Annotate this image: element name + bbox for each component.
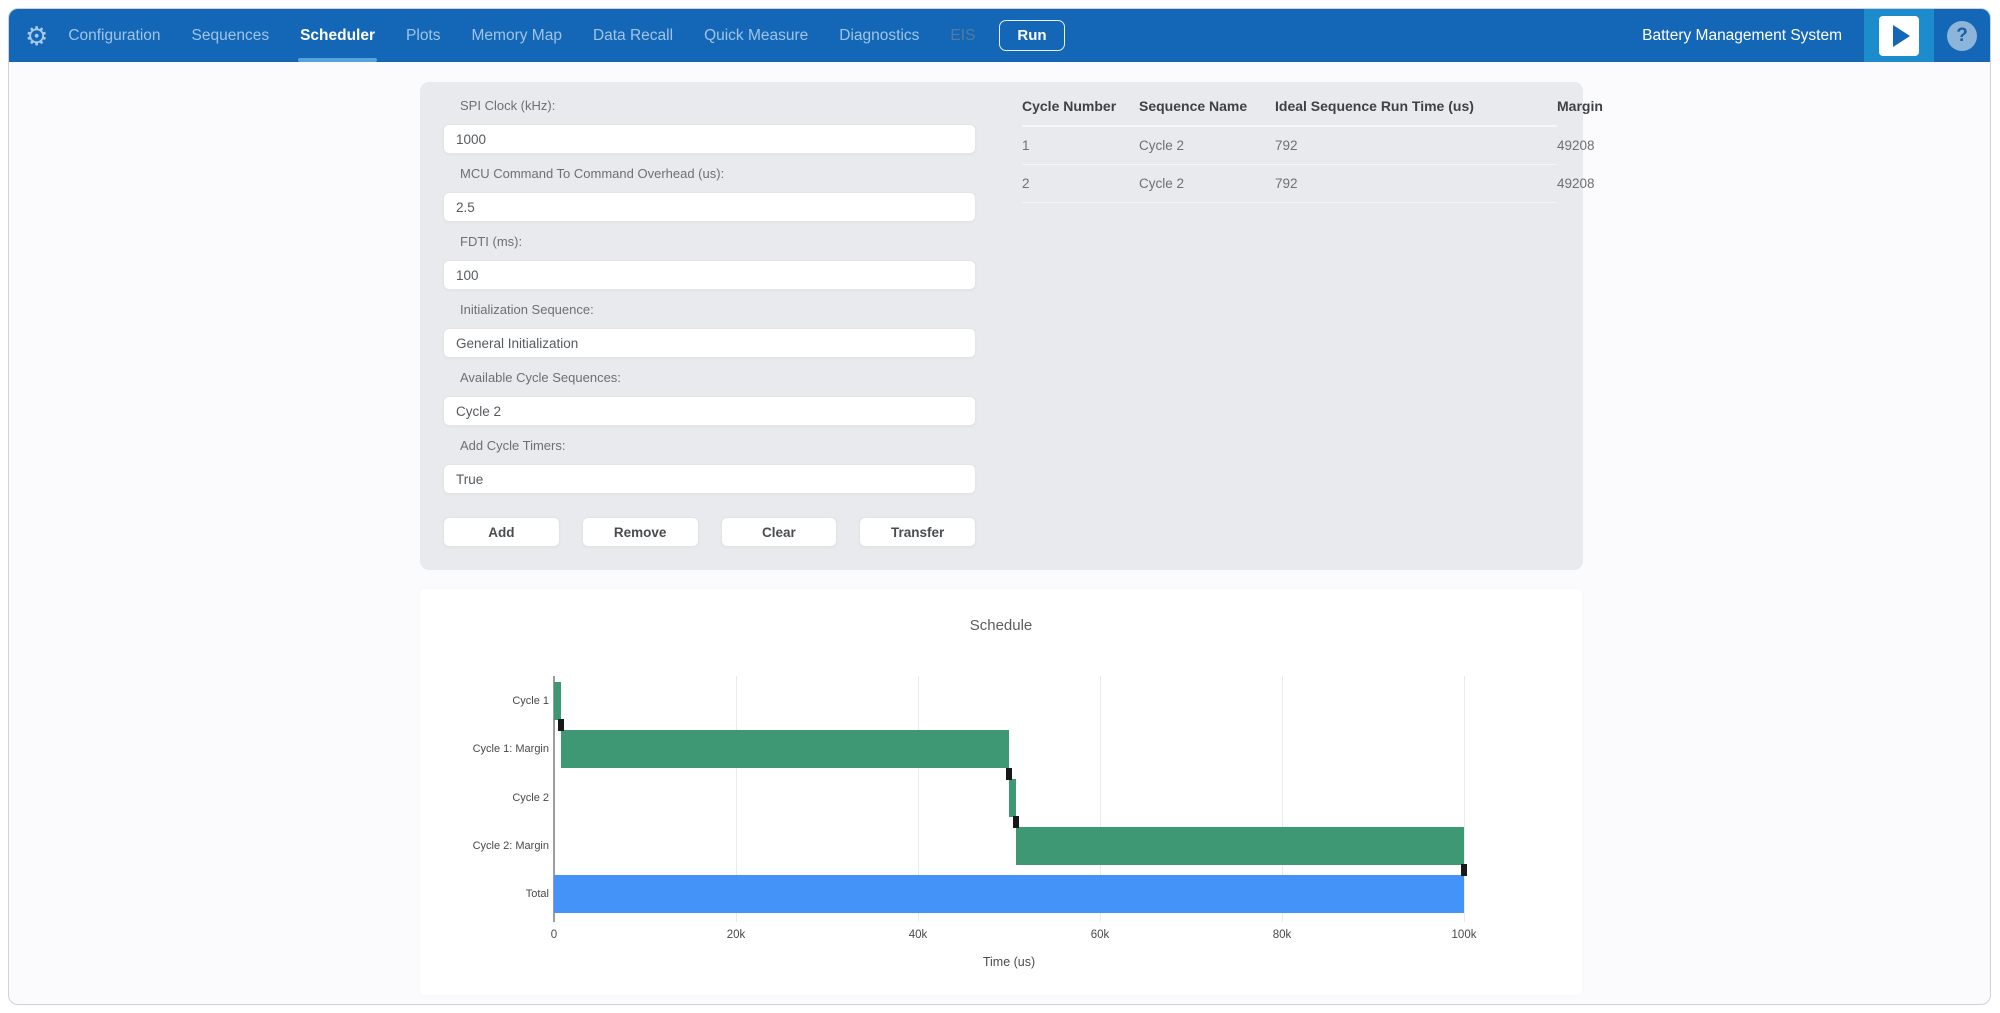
table-cell: 1 <box>1022 138 1030 153</box>
help-icon[interactable]: ? <box>1947 20 1977 51</box>
nav-item-quick-measure[interactable]: Quick Measure <box>704 26 809 44</box>
nav-item-plots[interactable]: Plots <box>406 26 441 44</box>
add-cycle-timers-label: Add Cycle Timers: <box>460 438 566 453</box>
top-navigation: ⚙ Configuration Sequences Scheduler Plots Me… <box>9 9 1990 62</box>
y-label-cycle-1-margin: Cycle 1: Margin <box>472 743 549 756</box>
fdti-input[interactable] <box>443 260 976 290</box>
initialization-sequence-input[interactable] <box>443 328 976 358</box>
nav-item-diagnostics[interactable]: Diagnostics <box>839 26 920 44</box>
x-tick-40k: 40k <box>908 929 928 941</box>
settings-gear-icon[interactable]: ⚙ <box>25 20 49 51</box>
form-field-fdti: FDTI (ms): <box>443 232 976 290</box>
app-window: ⚙ Configuration Sequences Scheduler Plots Me… <box>8 8 1991 1005</box>
column-header-ideal-sequence-run-time-us-: Ideal Sequence Run Time (us) <box>1275 97 1474 114</box>
gridline-40k <box>918 676 919 922</box>
nav-item-sequences[interactable]: Sequences <box>191 26 270 44</box>
form-field-add-cycle-timers: Add Cycle Timers: <box>443 436 976 494</box>
spi-clock-label: SPI Clock (kHz): <box>460 98 556 113</box>
connector-marker <box>558 719 565 732</box>
table-cell: 792 <box>1275 138 1298 153</box>
connector-marker <box>1013 815 1020 828</box>
help-area: ? <box>1934 20 1990 51</box>
bar-cycle-1-margin <box>561 730 1009 769</box>
schedule-chart-card: Schedule Cycle 1 Cycle 1: Margin Cycle 2 Cy… <box>420 589 1582 995</box>
play-button[interactable] <box>1864 9 1934 62</box>
x-tick-60k: 60k <box>1090 929 1110 941</box>
table-cell: 792 <box>1275 176 1298 191</box>
add-cycle-timers-input[interactable] <box>443 464 976 494</box>
available-cycle-sequences-input[interactable] <box>443 396 976 426</box>
table-cell: 49208 <box>1557 176 1595 191</box>
table-cell: 2 <box>1022 176 1030 191</box>
y-label-cycle-1: Cycle 1 <box>512 695 549 707</box>
connector-marker <box>1006 767 1012 780</box>
x-tick-80k: 80k <box>1272 929 1292 941</box>
bar-cycle-2-margin <box>1016 826 1464 865</box>
available-cycle-sequences-label: Available Cycle Sequences: <box>460 370 621 385</box>
form-button-row: Add Remove Clear Transfer <box>443 517 976 547</box>
run-button[interactable]: Run <box>999 20 1065 51</box>
gridline-80k <box>1282 676 1283 922</box>
chart-title: Schedule <box>969 617 1033 634</box>
x-tick-20k: 20k <box>726 929 746 941</box>
mcu-command-overhead-label: MCU Command To Command Overhead (us): <box>460 166 725 181</box>
connector-marker <box>1461 864 1467 876</box>
form-field-spi-clock: SPI Clock (kHz): <box>443 96 976 154</box>
y-axis-line <box>553 676 555 922</box>
gridline-60k <box>1100 676 1101 922</box>
scheduler-config-panel: SPI Clock (kHz): MCU Command To Command O… <box>420 82 1603 570</box>
clear-button[interactable]: Clear <box>720 517 838 547</box>
nav-item-eis[interactable]: EIS <box>950 26 976 44</box>
table-header-row: Cycle Number Sequence Name Ideal Sequence … <box>1022 86 1603 127</box>
fdti-label: FDTI (ms): <box>460 234 523 249</box>
initialization-sequence-label: Initialization Sequence: <box>460 302 594 317</box>
nav-item-data-recall[interactable]: Data Recall <box>592 26 674 44</box>
bar-cycle-2 <box>1009 778 1017 817</box>
mcu-command-overhead-input[interactable] <box>443 192 976 222</box>
play-icon <box>1879 15 1919 56</box>
cycle-table: Cycle Number Sequence Name Ideal Sequence … <box>1008 86 1603 203</box>
play-triangle-icon <box>1892 24 1910 47</box>
spi-clock-input[interactable] <box>443 124 976 154</box>
table-row[interactable]: 1 Cycle 2 792 49208 <box>1022 127 1595 165</box>
nav-menu: Configuration Sequences Scheduler Plots Memo… <box>68 9 975 62</box>
table-cell: 49208 <box>1557 138 1595 153</box>
scheduler-form: SPI Clock (kHz): MCU Command To Command O… <box>443 96 976 504</box>
form-field-available-cycle-sequences: Available Cycle Sequences: <box>443 368 976 426</box>
y-label-total: Total <box>525 888 549 901</box>
y-label-cycle-2: Cycle 2 <box>512 791 549 804</box>
bar-total <box>554 875 1464 914</box>
transfer-button[interactable]: Transfer <box>859 517 976 547</box>
nav-item-memory-map[interactable]: Memory Map <box>471 26 562 44</box>
table-cell: Cycle 2 <box>1139 176 1185 191</box>
bar-cycle-1 <box>554 682 562 720</box>
column-header-margin: Margin <box>1557 97 1603 114</box>
remove-button[interactable]: Remove <box>581 517 699 547</box>
table-cell: Cycle 2 <box>1139 138 1185 153</box>
x-tick-0: 0 <box>550 929 558 941</box>
table-row[interactable]: 2 Cycle 2 792 49208 <box>1022 165 1595 203</box>
column-header-sequence-name: Sequence Name <box>1139 97 1248 114</box>
chart-x-axis-label: Time (us) <box>982 955 1036 969</box>
x-tick-100k: 100k <box>1451 929 1477 941</box>
column-header-cycle-number: Cycle Number <box>1022 97 1117 114</box>
gridline-100k <box>1464 676 1465 922</box>
form-field-initialization-sequence: Initialization Sequence: <box>443 300 976 358</box>
nav-item-configuration[interactable]: Configuration <box>68 26 161 44</box>
schedule-gantt-chart[interactable]: Cycle 1 Cycle 1: Margin Cycle 2 Cycle 2: Ma… <box>420 589 1582 995</box>
gridline-20k <box>736 676 737 922</box>
add-button[interactable]: Add <box>443 517 560 547</box>
form-field-mcu-command-overhead: MCU Command To Command Overhead (us): <box>443 164 976 222</box>
y-label-cycle-2-margin: Cycle 2: Margin <box>472 839 549 852</box>
app-title: Battery Management System <box>1642 26 1842 44</box>
nav-item-scheduler[interactable]: Scheduler <box>298 9 377 62</box>
